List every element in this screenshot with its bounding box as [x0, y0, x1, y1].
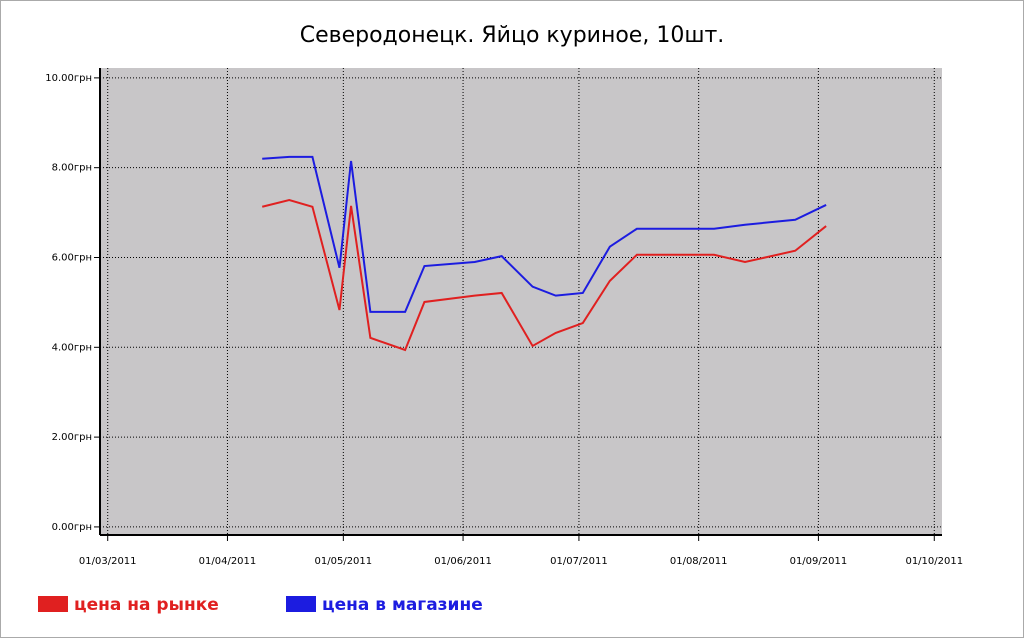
- y-tick-label: 10.00грн: [45, 73, 92, 84]
- chart-title: Северодонецк. Яйцо куриное, 10шт.: [300, 23, 725, 48]
- x-tick-label: 01/06/2011: [434, 556, 492, 567]
- x-tick-label: 01/04/2011: [199, 556, 257, 567]
- y-tick-label: 2.00грн: [52, 432, 92, 443]
- x-tick-label: 01/05/2011: [315, 556, 373, 567]
- x-tick-label: 01/03/2011: [79, 556, 137, 567]
- plot-background: [100, 68, 942, 535]
- x-tick-label: 01/10/2011: [905, 556, 963, 567]
- legend-swatch: [286, 596, 316, 612]
- series-line: [262, 155, 827, 313]
- legend-label: цена на рынке: [74, 595, 219, 615]
- x-tick-label: 01/08/2011: [670, 556, 728, 567]
- x-tick-label: 01/07/2011: [550, 556, 608, 567]
- y-tick-label: 0.00грн: [52, 522, 92, 533]
- series-line: [261, 198, 827, 352]
- x-tick-label: 01/09/2011: [790, 556, 848, 567]
- y-tick-label: 4.00грн: [52, 342, 92, 353]
- y-tick-label: 6.00грн: [52, 252, 92, 263]
- y-tick-label: 8.00грн: [52, 163, 92, 174]
- legend-swatch: [38, 596, 68, 612]
- legend-label: цена в магазине: [322, 595, 483, 615]
